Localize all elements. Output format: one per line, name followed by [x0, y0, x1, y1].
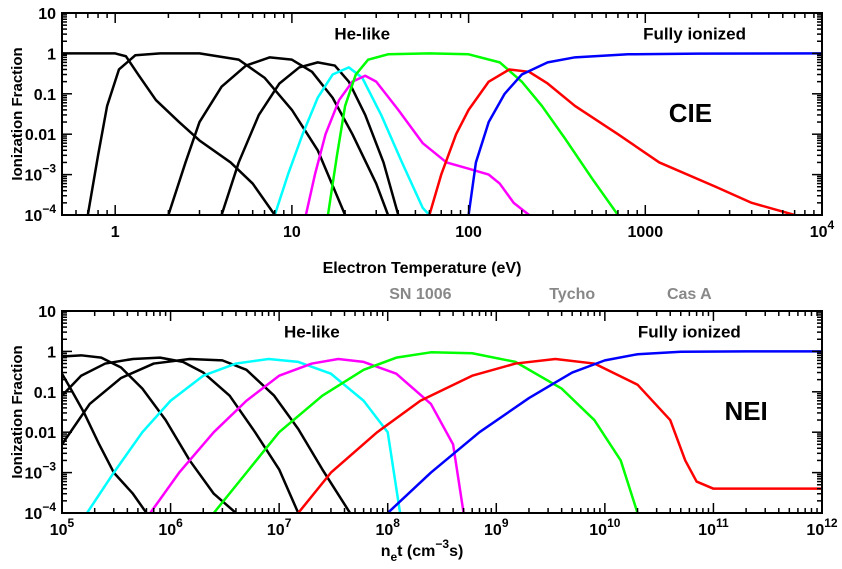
curves	[62, 350, 822, 513]
series-line-6	[326, 52, 620, 215]
plot-frame	[61, 12, 823, 216]
x-tick-label: 1	[111, 224, 120, 241]
annotation-cie: CIE	[669, 98, 712, 128]
nei-panel: 105 106 107 108 109 1010 1011 1012 10−4 10−3 0.01 0…	[9, 286, 838, 564]
series-line-4	[85, 357, 402, 513]
series-line-7	[297, 357, 822, 513]
series-line-7	[428, 68, 796, 215]
series-line-2	[167, 56, 390, 215]
annotation-he-like: He-like	[284, 323, 340, 342]
ticks	[61, 12, 823, 216]
series-line-6	[212, 351, 639, 513]
annotation-he-like: He-like	[334, 25, 390, 44]
x-tick-label: 105	[50, 516, 75, 539]
series-line-3	[62, 357, 352, 513]
y-tick-label: 1	[47, 46, 56, 63]
annotation-fully-ionized: Fully ionized	[643, 25, 746, 44]
x-axis-label: net (cm−3s)	[381, 537, 464, 564]
series-line-1	[86, 52, 347, 215]
series-line-3	[220, 61, 400, 215]
series-line-8	[467, 52, 822, 215]
y-tick-label: 10	[38, 6, 56, 23]
x-tick-label: 1011	[698, 516, 729, 539]
x-tick-label: 1000	[628, 224, 664, 241]
cie-panel: 1 10 100 1000 104 10−4 10−3 0.01 0.1 1 10 Ionizatio…	[9, 6, 835, 277]
x-tick-label: 1012	[806, 516, 837, 539]
annotation-cas-a: Cas A	[667, 286, 712, 303]
x-tick-label: 106	[158, 516, 183, 539]
x-tick-label: 109	[484, 516, 509, 539]
y-tick-label: 0.1	[34, 87, 56, 104]
y-tick-label: 10−4	[25, 500, 57, 523]
series-line-0	[62, 372, 148, 513]
x-tick-label: 104	[810, 218, 835, 241]
y-axis-label: Ionization Fraction	[9, 47, 26, 180]
y-tick-label: 10−3	[25, 162, 57, 185]
annotation-fully-ionized: Fully ionized	[638, 323, 741, 342]
x-tick-label: 100	[455, 224, 482, 241]
annotation-sn-1006: SN 1006	[389, 286, 451, 303]
series-line-8	[386, 350, 822, 513]
series-line-2	[62, 356, 300, 513]
y-tick-label: 10	[38, 304, 56, 321]
y-tick-label: 10−3	[25, 460, 57, 483]
y-axis-label: Ionization Fraction	[9, 345, 26, 478]
y-tick-label: 0.01	[25, 425, 56, 442]
annotation-nei: NEI	[724, 396, 767, 426]
x-tick-label: 108	[375, 516, 400, 539]
annotation-tycho: Tycho	[549, 286, 595, 303]
series-line-5	[149, 357, 465, 513]
curves	[62, 52, 822, 215]
x-tick-label: 1010	[589, 516, 620, 539]
x-axis-label: Electron Temperature (eV)	[323, 260, 522, 277]
y-tick-label: 0.1	[34, 385, 56, 402]
series-line-4	[273, 66, 431, 215]
x-tick-label: 10	[283, 224, 301, 241]
y-tick-label: 10−4	[25, 202, 57, 225]
series-line-0	[62, 52, 277, 215]
series-line-1	[62, 354, 238, 513]
y-tick-label: 1	[47, 344, 56, 361]
plot-frame	[61, 310, 823, 514]
series-line-5	[304, 74, 531, 215]
ticks	[61, 310, 823, 514]
y-tick-label: 0.01	[25, 127, 56, 144]
x-tick-label: 107	[267, 516, 292, 539]
